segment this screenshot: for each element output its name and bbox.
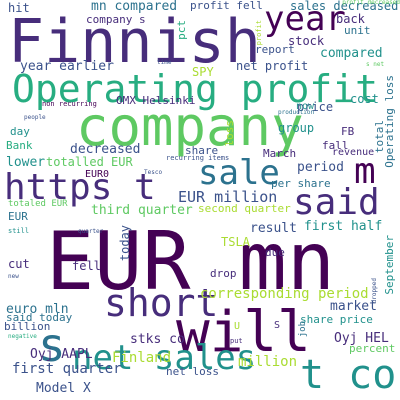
word-market: market: [330, 299, 377, 314]
word-profit-fell: profit fell: [190, 0, 263, 12]
word-share-price: share price: [300, 313, 373, 326]
word-profit-decreased: profit decreased: [342, 0, 400, 6]
word-still: still: [8, 227, 30, 235]
word-oyj-aapl: Oyj AAPL: [30, 347, 93, 362]
word-unit: unit: [344, 24, 371, 37]
word-sales-decreased: sales decreased: [290, 0, 399, 13]
word-spy: SPY: [192, 65, 214, 79]
word-share: share: [185, 144, 219, 157]
word-will: will: [176, 300, 311, 365]
word-eur-million: EUR million: [178, 188, 278, 206]
word-bank: Bank: [6, 139, 33, 152]
word-year: year: [264, 0, 346, 39]
word-stock: stock: [288, 34, 325, 48]
word-profit: profit: [255, 20, 263, 46]
word-compared: compared: [320, 46, 383, 61]
word-now: now: [296, 101, 315, 112]
word-job: job: [298, 321, 308, 338]
word-tesco: Tesco: [144, 169, 163, 176]
word-m: m: [354, 151, 376, 192]
word-totaled-eur: totaled EUR: [8, 199, 68, 209]
word-dropped: dropped: [371, 278, 378, 304]
word-due: due: [265, 246, 285, 259]
word-drop: drop: [210, 267, 237, 280]
word-s: s: [38, 318, 66, 372]
word-stks-co: stks co: [130, 332, 185, 347]
word-non-recurring: non recurring: [42, 100, 97, 108]
word-report: report: [255, 43, 295, 56]
word-s-small: S: [274, 320, 281, 331]
word-company-s: company s: [86, 13, 146, 26]
word-recurring-items: recurring items: [166, 154, 230, 162]
word-finnish: Finnish: [8, 7, 261, 77]
word-decreased: decreased: [70, 142, 141, 157]
word-period: period: [297, 160, 344, 175]
word-eur0: EUR0: [85, 169, 110, 180]
word-price: price: [297, 100, 334, 114]
word-first-half: first half: [304, 219, 383, 234]
word-time: time: [157, 59, 172, 66]
word-totalled-eur: totalled EUR: [46, 155, 133, 169]
word-operating-profit: Operating profit: [12, 67, 379, 111]
word-put: put: [230, 337, 243, 345]
word-omx-helsinki: OMX Helsinki: [116, 94, 196, 107]
word-short: short: [104, 281, 219, 325]
word-fall: fall: [322, 139, 349, 152]
word-result: result: [250, 221, 297, 236]
word-billion: billion: [4, 320, 51, 333]
word-cost: cost: [350, 92, 379, 106]
word-september: September: [383, 235, 396, 295]
word-year-earlier: year earlier: [20, 59, 114, 74]
word-back: back: [336, 12, 365, 26]
word-revenue: revenue: [332, 147, 375, 158]
word-negative: negative: [8, 333, 37, 340]
word-finland: Finland: [112, 350, 172, 366]
word-https-t: https t: [4, 167, 156, 208]
word-mn-compared: mn compared: [91, 0, 178, 14]
word-loss: loss: [223, 120, 236, 147]
word-hit: hit: [8, 1, 30, 15]
word-today: today: [118, 225, 132, 262]
word-production: production: [278, 109, 315, 116]
word-fb: FB: [341, 125, 355, 138]
word-eur-mn: EUR mn: [46, 215, 335, 308]
word-s-net: s net: [366, 61, 385, 68]
word-fell: fell: [72, 259, 101, 273]
word-corresponding-period: corresponding period: [200, 286, 369, 302]
word-said-today: said today: [6, 311, 73, 324]
word-model-x: Model X: [36, 381, 91, 396]
word-people: people: [24, 114, 46, 121]
word-oyj-hel: Oyj HEL: [334, 331, 389, 346]
word-euro-mln: euro mln: [6, 302, 69, 317]
word-company: company: [76, 95, 304, 158]
word-t-co: t co: [300, 352, 397, 398]
word-march: March: [263, 147, 297, 160]
word-sale: sale: [198, 153, 280, 193]
word-day: day: [10, 125, 30, 138]
word-said: said: [293, 182, 380, 223]
word-million: million: [238, 354, 298, 370]
word-lower: lower: [6, 155, 46, 170]
word-eur: EUR: [8, 210, 28, 223]
word-second-quarter: second quarter: [198, 202, 291, 215]
word-new: new: [8, 273, 19, 280]
word-net-sales: net sales: [72, 338, 257, 378]
word-quarter: quarter: [78, 228, 104, 235]
word-third-quarter: third quarter: [91, 203, 193, 218]
word-net-loss: net loss: [166, 365, 219, 378]
word-per-share: per share: [271, 177, 331, 190]
word-first-quarter: first quarter: [12, 361, 122, 377]
word-percent: percent: [349, 342, 396, 355]
word-net-profit: net profit: [236, 59, 309, 73]
word-group: group: [278, 121, 315, 135]
word-u: U: [234, 321, 241, 332]
word-operating-loss: Operating loss: [383, 75, 396, 168]
word-tsla: TSLA: [221, 235, 250, 249]
word-cut: cut: [8, 257, 30, 271]
word-pct: pct: [175, 20, 188, 40]
